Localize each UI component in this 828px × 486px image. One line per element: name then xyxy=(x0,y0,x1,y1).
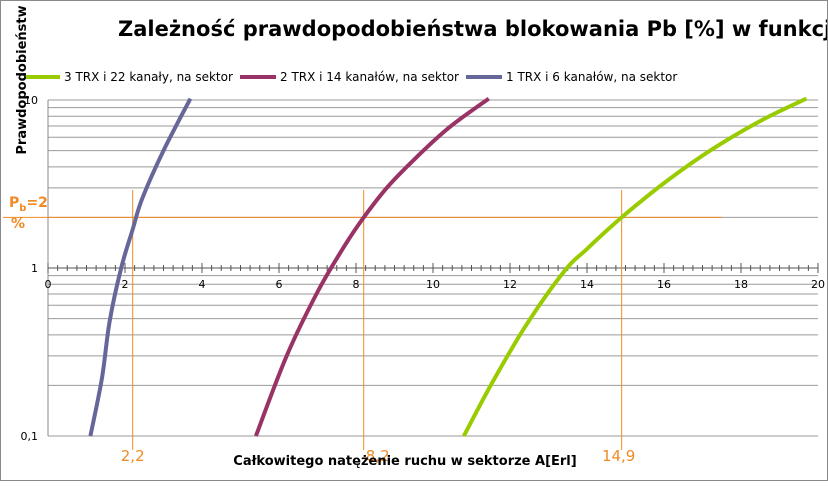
x-tick-label: 8 xyxy=(353,278,360,291)
legend-label-3: 1 TRX i 6 kanałów, na sektor xyxy=(506,70,677,84)
marker-label: 2,2 xyxy=(121,447,145,465)
x-tick-label: 0 xyxy=(45,278,52,291)
series-line-2 xyxy=(254,96,490,437)
chart-title: Zależność prawdopodobieństwa blokowania … xyxy=(118,17,828,41)
y-axis-label: Prawdopodobieństw xyxy=(15,5,30,154)
marker-label: 14,9 xyxy=(602,447,635,465)
marker-label: 8,2 xyxy=(366,447,390,465)
y-tick-label: 0,1 xyxy=(21,430,39,443)
axes: 0 2 4 6 8 10 12 14 16 18 20 0,1 1 10 xyxy=(21,94,826,443)
x-tick-label: 14 xyxy=(580,278,594,291)
x-tick-label: 10 xyxy=(426,278,440,291)
x-axis-label: Całkowitego natężenie ruchu w sektorze A… xyxy=(233,454,576,469)
legend-label-2: 2 TRX i 14 kanałów, na sektor xyxy=(280,70,459,84)
legend-label-1: 3 TRX i 22 kanały, na sektor xyxy=(64,70,233,84)
x-tick-label: 12 xyxy=(503,278,517,291)
y-tick-label: 10 xyxy=(24,94,38,107)
y-tick-label: 1 xyxy=(31,262,38,275)
x-tick-label: 2 xyxy=(122,278,129,291)
series-line-1 xyxy=(462,96,808,437)
x-tick-label: 20 xyxy=(811,278,825,291)
series-line-3 xyxy=(88,97,193,437)
x-tick-label: 16 xyxy=(657,278,671,291)
legend: 3 TRX i 22 kanały, na sektor 2 TRX i 14 k… xyxy=(24,70,677,84)
pb-label-unit: % xyxy=(11,216,25,232)
series-group xyxy=(88,96,808,437)
x-tick-label: 4 xyxy=(199,278,206,291)
x-tick-label: 18 xyxy=(734,278,748,291)
x-tick-label: 6 xyxy=(276,278,283,291)
pb-label: Pb=2 xyxy=(9,195,48,214)
